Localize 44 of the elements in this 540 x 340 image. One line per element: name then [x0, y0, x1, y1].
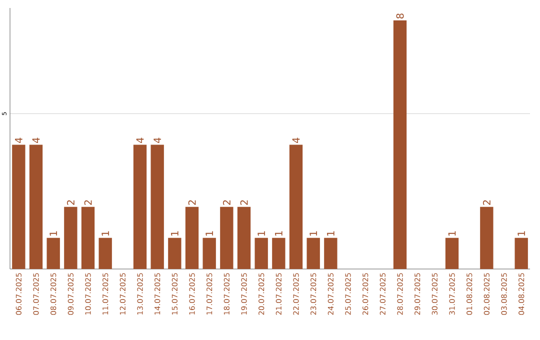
bar [150, 144, 164, 269]
data-label: 8 [396, 14, 404, 19]
bar [393, 20, 407, 269]
bar [81, 206, 95, 269]
data-label: 2 [66, 200, 74, 205]
data-label: 2 [84, 200, 92, 205]
bar [168, 238, 182, 269]
bar [445, 238, 459, 269]
data-label: 1 [102, 231, 109, 236]
bar [29, 144, 43, 269]
data-label: 4 [15, 138, 22, 144]
data-label: 2 [240, 200, 248, 205]
data-label: 2 [188, 200, 196, 205]
bar [185, 206, 199, 269]
bar [306, 238, 320, 269]
bar [64, 206, 78, 269]
bar [272, 238, 286, 269]
bar [254, 238, 268, 269]
data-label: 4 [292, 138, 300, 144]
bar [98, 238, 112, 269]
bar [133, 144, 147, 269]
data-label: 2 [482, 200, 490, 205]
bar [202, 238, 216, 269]
data-label: 1 [448, 231, 456, 236]
bar [324, 238, 338, 269]
data-label: 1 [518, 231, 525, 236]
bar [220, 206, 234, 269]
data-label: 2 [222, 200, 230, 205]
bar [12, 144, 26, 269]
bar [46, 238, 60, 269]
bar [289, 144, 303, 269]
bar [237, 206, 251, 269]
data-label: 1 [327, 231, 334, 236]
data-label: 1 [171, 231, 178, 236]
bar [480, 206, 494, 269]
data-label: 4 [136, 138, 144, 144]
data-label: 4 [154, 138, 161, 144]
bar [514, 238, 528, 269]
data-label: 1 [206, 231, 213, 236]
data-label: 1 [50, 231, 57, 236]
data-label: 1 [310, 231, 317, 236]
data-label: 1 [275, 231, 282, 236]
data-label: 4 [32, 138, 40, 144]
data-label: 1 [258, 231, 265, 236]
